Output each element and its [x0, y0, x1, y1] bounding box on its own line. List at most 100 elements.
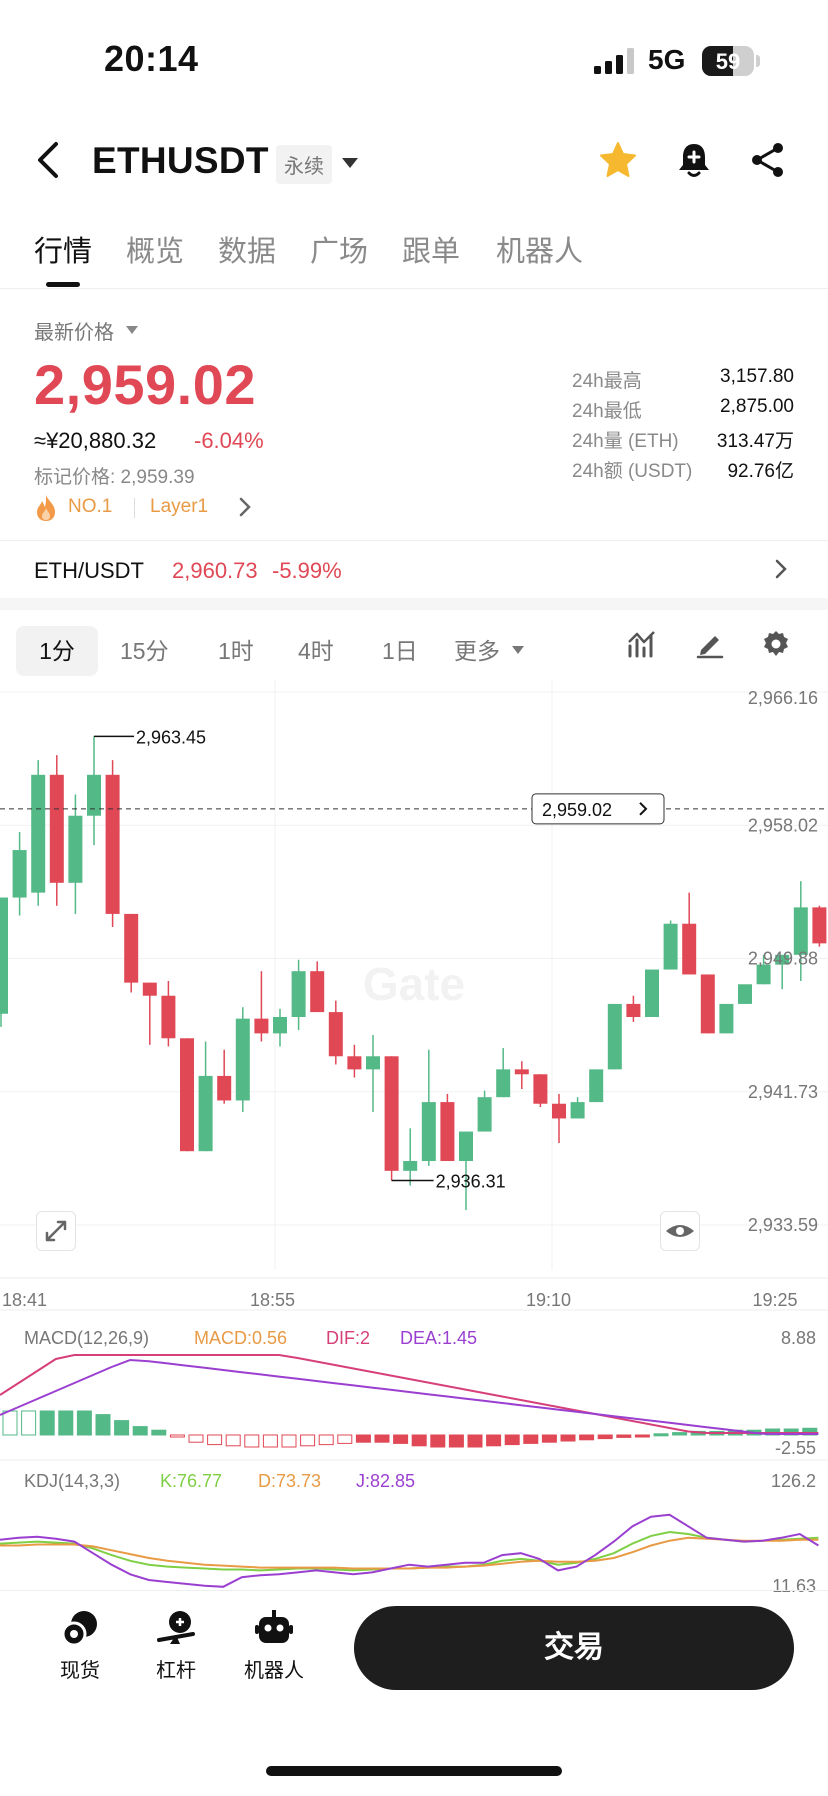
kdj-j-line — [0, 1513, 819, 1588]
tab-data[interactable]: 数据 — [218, 236, 277, 268]
candle-body — [49, 774, 64, 883]
macd-histogram-bar — [374, 1434, 390, 1443]
watermark: Gate — [363, 958, 465, 1010]
nav-spot[interactable]: 现货 — [40, 1608, 120, 1683]
candle-body — [589, 1069, 604, 1103]
spot-chevron-right-icon[interactable] — [774, 558, 788, 580]
macd-histogram-bar — [448, 1434, 464, 1448]
price-alert-bell-icon[interactable] — [674, 140, 714, 180]
candle-body — [552, 1103, 566, 1119]
kdj-title: KDJ(14,3,3) — [24, 1471, 120, 1491]
macd-histogram-bar — [188, 1434, 204, 1443]
candle-body — [403, 1161, 418, 1171]
macd-histogram-bar — [597, 1434, 613, 1440]
status-time: 20:14 — [104, 38, 199, 79]
interval-1d[interactable]: 1日 — [382, 638, 418, 664]
nav-bots-label: 机器人 — [244, 1660, 304, 1682]
price-axis-label: 2,958.02 — [748, 815, 818, 835]
macd-dif-line — [0, 1354, 819, 1434]
stat-value-volume: 313.47万 — [716, 431, 794, 452]
symbol-dropdown-caret-icon[interactable] — [342, 158, 358, 168]
change-percent: -6.04% — [194, 428, 264, 453]
macd-histogram-bar — [281, 1434, 297, 1448]
candle-body — [384, 1056, 399, 1171]
spot-pair-label[interactable]: ETH/USDT — [34, 558, 144, 583]
macd-histogram-bar — [541, 1434, 557, 1443]
tab-overview[interactable]: 概览 — [126, 236, 185, 268]
candlestick-chart[interactable]: Gate 2,966.16 2,958.02 2,949.88 2,941.73 2,9… — [0, 680, 828, 1600]
macd-histogram-bar — [523, 1434, 539, 1444]
macd-histogram-bar — [244, 1434, 260, 1448]
home-indicator[interactable] — [266, 1766, 562, 1776]
tabs-divider — [0, 288, 828, 289]
trade-button[interactable]: 交易 — [354, 1606, 794, 1690]
candle-body — [0, 897, 8, 1014]
candle-body — [459, 1131, 473, 1162]
rank-badge[interactable]: NO.1 — [68, 496, 113, 517]
share-icon[interactable] — [748, 140, 788, 180]
eye-icon — [666, 1225, 694, 1237]
stat-label-low: 24h最低 — [572, 401, 642, 422]
candle-body — [161, 995, 176, 1039]
candle-body — [775, 954, 790, 965]
candle-body — [756, 964, 771, 985]
tab-market[interactable]: 行情 — [34, 236, 93, 268]
interval-4h[interactable]: 4时 — [298, 638, 334, 664]
candle-body — [514, 1069, 529, 1075]
indicator-icon[interactable] — [626, 628, 658, 660]
chart-settings-gear-icon[interactable] — [760, 628, 792, 660]
tab-copy-trading[interactable]: 跟单 — [402, 236, 461, 268]
price-axis-label: 2,941.73 — [748, 1082, 818, 1102]
visibility-toggle-button[interactable] — [660, 1211, 700, 1251]
interval-1h[interactable]: 1时 — [218, 638, 254, 664]
spot-divider — [0, 540, 828, 541]
margin-lever-icon — [157, 1611, 195, 1644]
current-price-tag[interactable] — [531, 793, 665, 825]
symbol-title[interactable]: ETHUSDT — [92, 140, 269, 181]
candle-body — [793, 907, 808, 955]
latest-price-label[interactable]: 最新价格 — [34, 322, 114, 344]
favorite-star-icon[interactable] — [598, 140, 638, 180]
last-price: 2,959.02 — [34, 353, 256, 416]
category-tag[interactable]: Layer1 — [150, 496, 209, 517]
macd-dif: DIF:2 — [326, 1328, 370, 1348]
macd-histogram-bar — [411, 1434, 427, 1447]
candle-body — [198, 1075, 213, 1152]
active-tab-indicator — [46, 282, 80, 287]
tag-divider — [134, 498, 135, 518]
stat-value-turnover: 92.76亿 — [727, 461, 794, 482]
macd-histogram-bar — [337, 1434, 353, 1444]
candle-body — [87, 774, 101, 816]
interval-15m[interactable]: 15分 — [120, 638, 169, 664]
tab-bots[interactable]: 机器人 — [496, 236, 584, 268]
spot-change-percent: -5.99% — [272, 558, 342, 583]
mark-price: 标记价格: 2,959.39 — [34, 467, 195, 488]
interval-1m[interactable]: 1分 — [16, 626, 98, 676]
interval-more[interactable]: 更多 — [454, 638, 500, 664]
bottom-divider — [0, 1590, 828, 1591]
candle-body — [719, 1003, 734, 1034]
price-type-caret-icon[interactable] — [126, 326, 138, 334]
nav-bots[interactable]: 机器人 — [234, 1608, 314, 1683]
macd-dea: DEA:1.45 — [400, 1328, 477, 1348]
candle-body — [496, 1069, 511, 1098]
candle-body — [440, 1102, 455, 1162]
nav-margin[interactable]: 杠杆 — [136, 1608, 216, 1683]
section-gap — [0, 598, 828, 610]
tab-square[interactable]: 广场 — [310, 236, 369, 268]
back-arrow-icon[interactable] — [34, 140, 62, 180]
draw-tool-icon[interactable] — [694, 628, 726, 660]
nav-spot-label: 现货 — [60, 1660, 100, 1682]
candle-body — [663, 923, 678, 970]
macd-histogram-bar — [2, 1410, 18, 1436]
candle-body — [254, 1018, 269, 1034]
candle-body — [68, 815, 83, 883]
macd-histogram-bar — [76, 1410, 92, 1436]
macd-histogram-bar — [21, 1410, 37, 1436]
expand-chart-button[interactable] — [36, 1211, 76, 1251]
current-price-label: 2,959.02 — [542, 800, 612, 820]
candle-body — [607, 1003, 622, 1070]
more-caret-icon[interactable] — [512, 646, 524, 654]
candle-body — [570, 1102, 585, 1119]
chevron-right-icon[interactable] — [238, 496, 252, 518]
